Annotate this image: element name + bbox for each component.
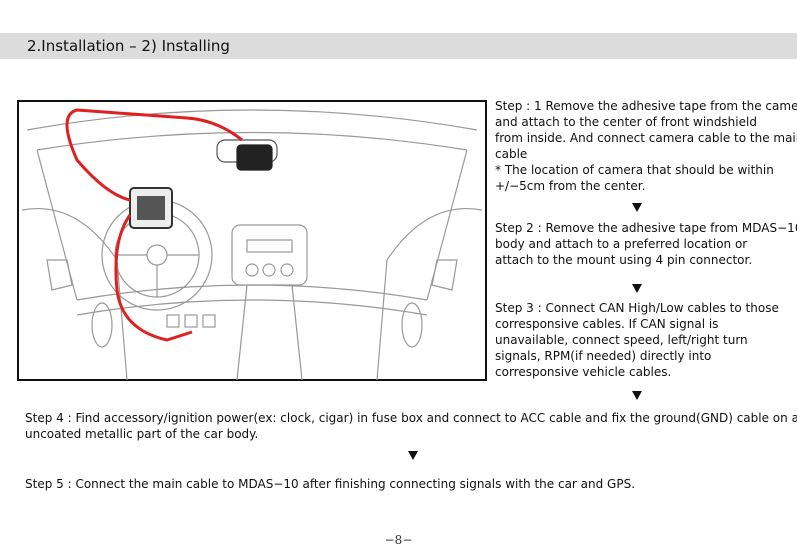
step-line: from inside. And connect camera cable to… (495, 131, 797, 145)
step-line: and attach to the center of front windsh… (495, 115, 757, 129)
step-line: * The location of camera that should be … (495, 163, 774, 177)
step-line: Step 2 : Remove the adhesive tape from M… (495, 221, 797, 235)
header-title: 2.Installation – 2) Installing (27, 37, 230, 55)
step-line: Step : 1 Remove the adhesive tape from t… (495, 99, 797, 113)
arrow-down (408, 451, 418, 460)
arrow-down (632, 284, 642, 293)
step-line: attach to the mount using 4 pin connecto… (495, 253, 753, 267)
step-line: Step 5 : Connect the main cable to MDAS−… (25, 477, 636, 491)
step-line: body and attach to a preferred location … (495, 237, 748, 251)
step-line: cable (495, 147, 528, 161)
step-line: corresponsive cables. If CAN signal is (495, 317, 719, 331)
step-line: signals, RPM(if needed) directly into (495, 349, 712, 363)
arrow-down (632, 203, 642, 212)
step-line: Step 4 : Find accessory/ignition power(e… (25, 411, 797, 425)
header-bar: 2.Installation – 2) Installing (0, 33, 797, 59)
step-line: unavailable, connect speed, left/right t… (495, 333, 748, 347)
step-line: +/−5cm from the center. (495, 179, 646, 193)
step-line: Step 3 : Connect CAN High/Low cables to … (495, 301, 779, 315)
page-number: −8− (384, 533, 413, 547)
step-line: uncoated metallic part of the car body. (25, 427, 259, 441)
illustration (17, 100, 487, 381)
step-line: corresponsive vehicle cables. (495, 365, 672, 379)
arrow-down (632, 391, 642, 400)
